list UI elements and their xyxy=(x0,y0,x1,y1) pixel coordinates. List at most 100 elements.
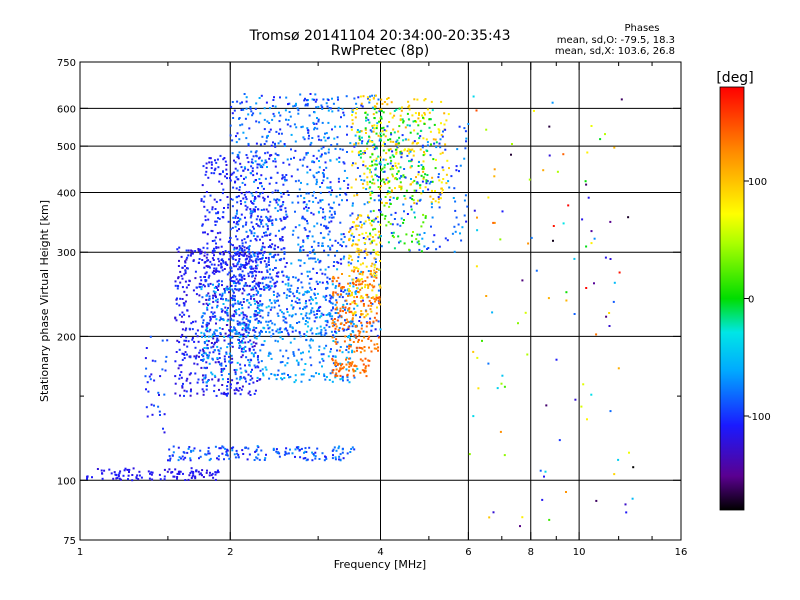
data-point xyxy=(293,123,296,126)
data-point xyxy=(267,284,270,287)
data-point xyxy=(242,251,245,254)
data-point xyxy=(413,211,416,214)
data-point xyxy=(363,349,366,352)
data-point xyxy=(242,108,245,111)
data-point xyxy=(233,297,236,300)
data-point xyxy=(350,234,353,237)
data-point xyxy=(389,156,392,159)
data-point xyxy=(261,257,263,260)
data-point xyxy=(371,164,374,167)
data-point xyxy=(230,105,233,108)
data-point xyxy=(377,320,380,323)
data-point xyxy=(255,191,258,194)
data-point xyxy=(238,258,241,260)
data-point xyxy=(252,326,255,329)
data-point xyxy=(410,205,413,208)
data-point xyxy=(231,336,234,339)
data-point xyxy=(426,108,429,111)
data-point xyxy=(225,287,228,290)
data-point xyxy=(444,143,447,146)
data-point xyxy=(409,150,412,153)
data-point xyxy=(245,247,248,250)
data-point xyxy=(417,142,420,144)
data-point xyxy=(323,347,326,350)
data-point xyxy=(272,449,275,451)
data-point xyxy=(214,471,217,474)
data-point xyxy=(215,285,217,288)
data-point xyxy=(329,181,332,184)
data-point xyxy=(364,128,367,131)
data-point xyxy=(202,231,205,234)
data-point xyxy=(202,381,205,384)
data-point xyxy=(277,331,280,334)
data-point xyxy=(587,196,590,199)
data-point xyxy=(238,302,241,305)
data-point xyxy=(341,148,344,151)
data-point xyxy=(204,335,207,338)
data-point xyxy=(198,285,201,288)
data-point xyxy=(345,311,347,314)
data-point xyxy=(193,362,196,365)
data-point xyxy=(211,472,214,475)
data-point xyxy=(240,202,242,205)
data-point xyxy=(344,306,347,309)
data-point xyxy=(227,206,229,209)
data-point xyxy=(376,124,379,127)
data-point xyxy=(258,156,261,159)
data-point xyxy=(207,285,210,288)
data-point xyxy=(414,112,417,115)
data-point xyxy=(225,351,228,354)
data-point xyxy=(235,368,238,371)
data-point xyxy=(274,189,277,192)
data-point xyxy=(267,258,270,261)
data-point xyxy=(242,316,245,319)
data-point xyxy=(354,314,357,317)
data-point xyxy=(201,315,204,317)
data-point xyxy=(190,388,192,391)
data-point xyxy=(384,215,387,218)
data-point xyxy=(255,287,257,290)
data-point xyxy=(254,314,257,317)
data-point xyxy=(225,298,228,301)
data-point xyxy=(379,156,382,159)
data-point xyxy=(255,300,258,303)
data-point xyxy=(179,470,182,473)
data-point xyxy=(301,215,304,218)
data-point xyxy=(289,291,292,293)
data-point xyxy=(270,285,273,288)
data-point xyxy=(311,98,314,101)
data-point xyxy=(413,189,416,192)
data-point xyxy=(582,383,585,386)
data-point xyxy=(242,337,245,340)
data-point xyxy=(355,250,358,253)
data-point xyxy=(276,272,278,275)
data-point xyxy=(360,313,363,316)
data-point xyxy=(260,321,262,324)
data-point xyxy=(383,101,386,103)
data-point xyxy=(383,129,386,132)
data-point xyxy=(194,277,197,280)
data-point xyxy=(296,302,299,304)
data-point xyxy=(384,135,387,138)
data-point xyxy=(329,246,332,249)
data-point xyxy=(221,292,224,295)
data-point xyxy=(430,201,433,204)
data-point xyxy=(335,449,338,452)
data-point xyxy=(389,162,392,165)
data-point xyxy=(230,296,232,299)
data-point xyxy=(277,340,279,343)
data-point xyxy=(243,238,246,241)
data-point xyxy=(319,305,322,308)
data-point xyxy=(348,285,351,287)
data-point xyxy=(210,229,213,232)
data-point xyxy=(245,380,247,383)
data-point xyxy=(225,164,228,166)
data-point xyxy=(305,203,308,206)
data-point xyxy=(239,200,242,202)
data-point xyxy=(300,313,303,316)
data-point xyxy=(361,136,363,139)
data-point xyxy=(422,177,425,180)
data-point xyxy=(376,102,379,105)
data-point xyxy=(251,210,254,213)
data-point xyxy=(230,266,233,269)
